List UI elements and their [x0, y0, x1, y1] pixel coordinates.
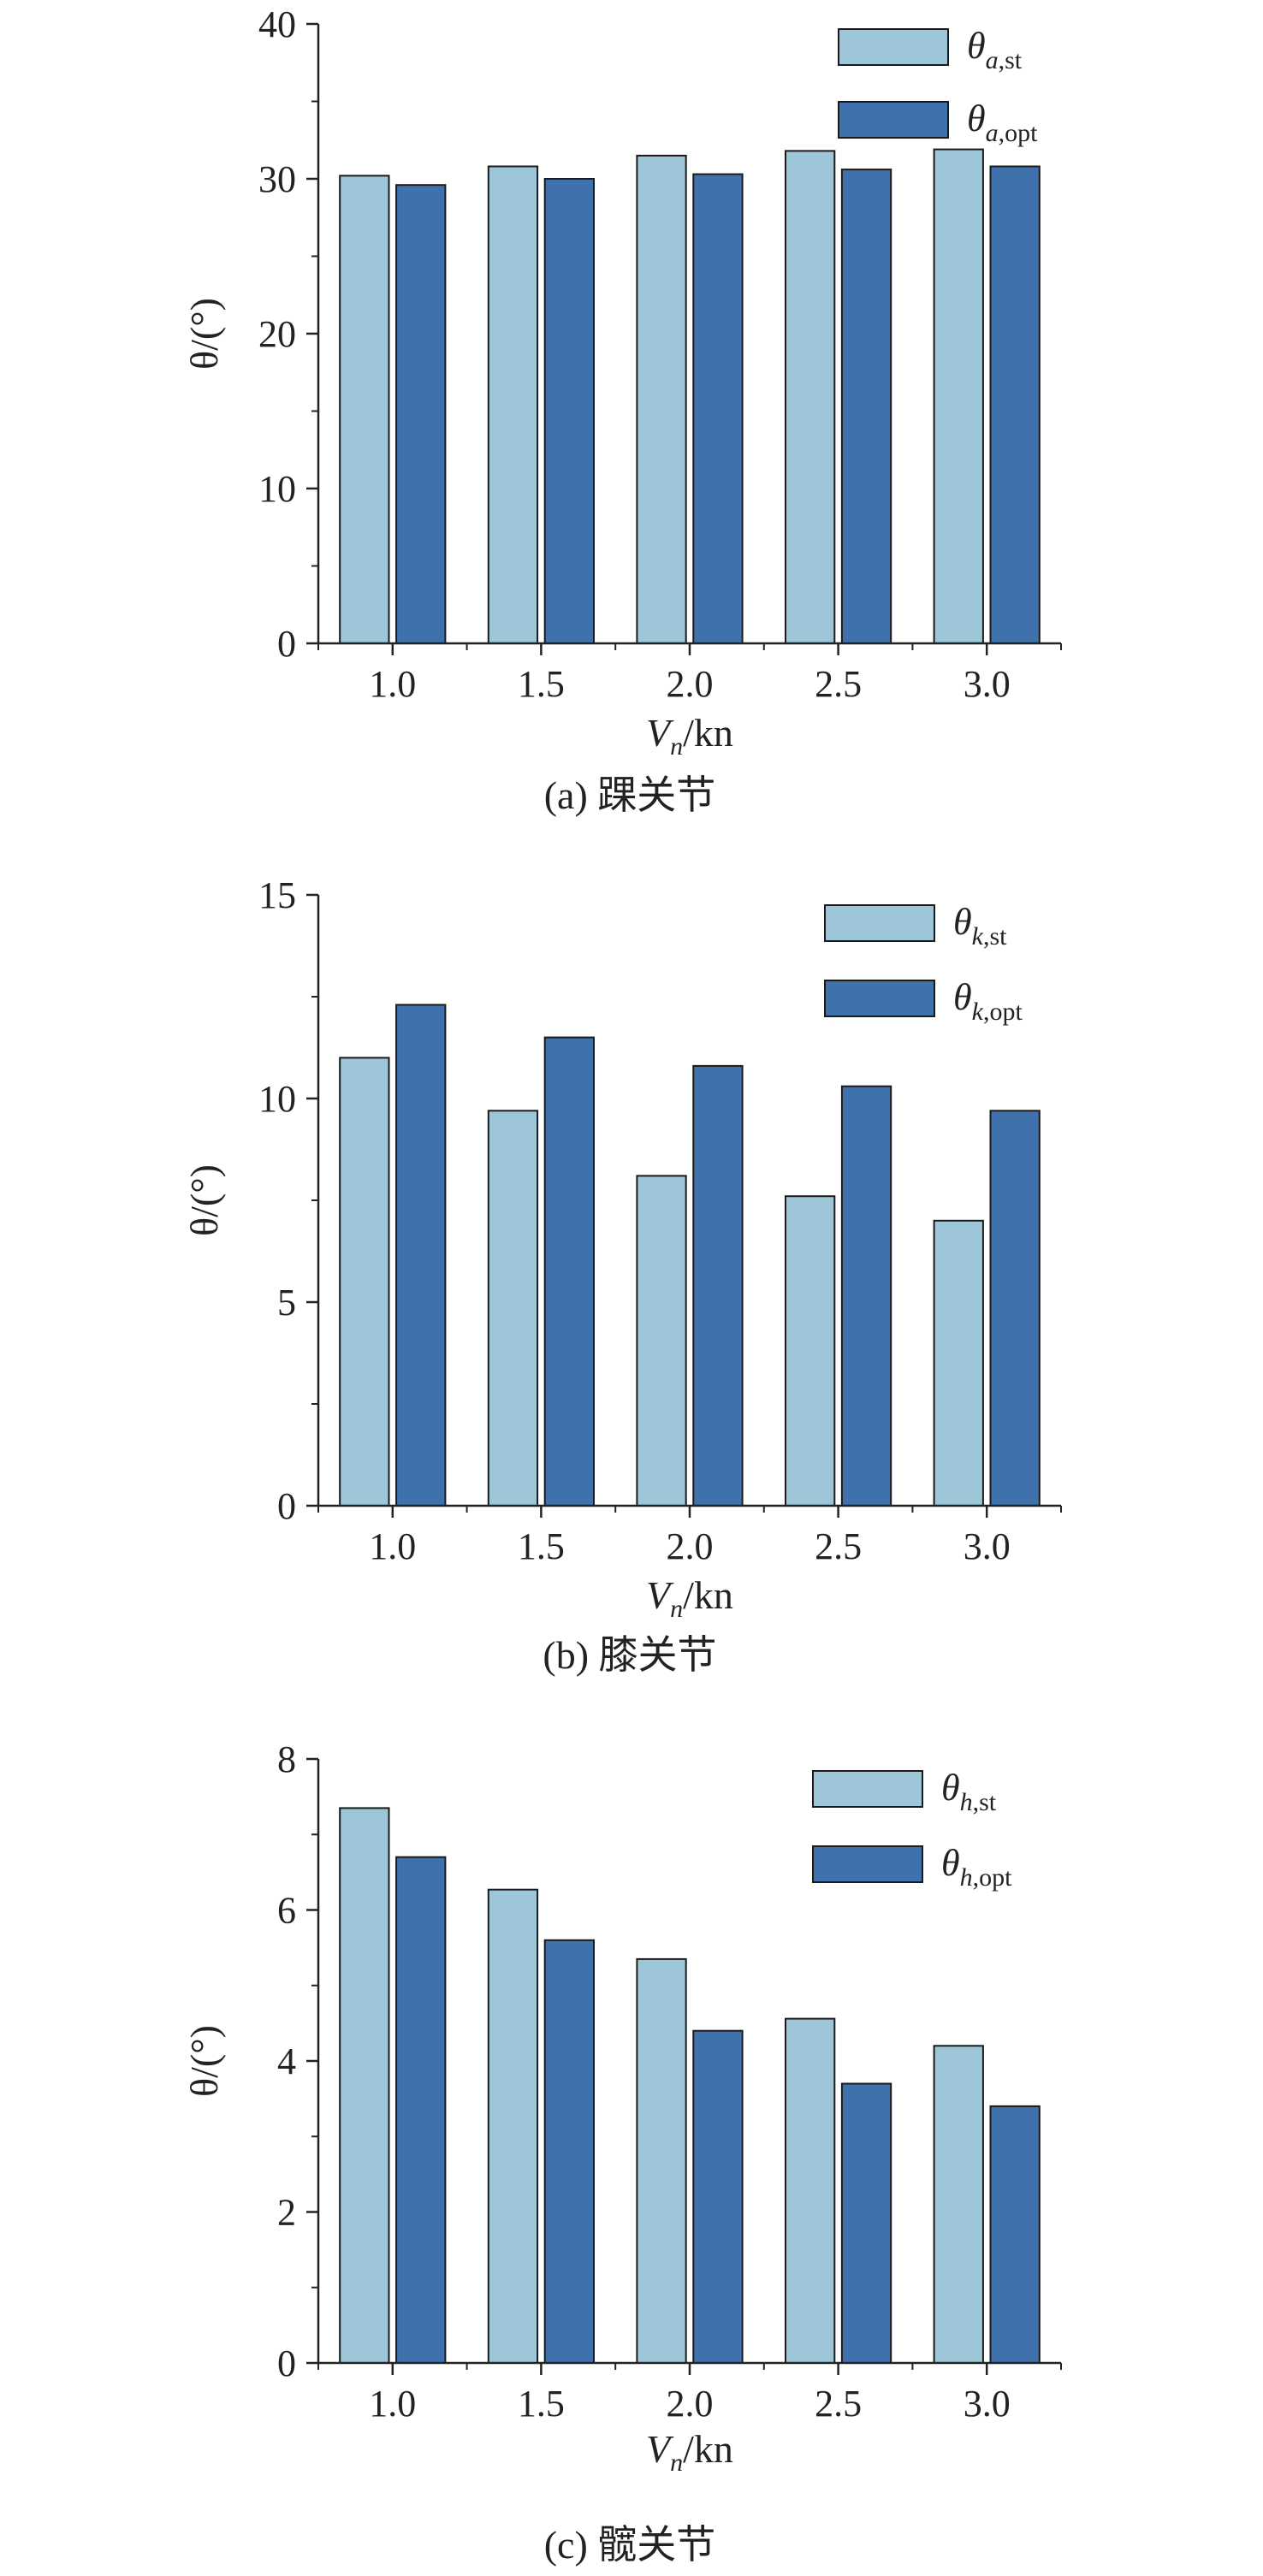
legend-swatch [824, 980, 935, 1017]
chart-caption: (c) 髋关节 [544, 2523, 716, 2567]
x-tick-label: 3.0 [964, 1525, 1011, 1567]
legend-swatch [838, 101, 949, 139]
bar-a-st-1.5 [487, 165, 539, 644]
bar-k-opt-3.0 [989, 1110, 1041, 1507]
y-tick-label: 10 [258, 1078, 296, 1120]
legend-swatch [812, 1770, 923, 1808]
chart-caption: (b) 膝关节 [543, 1633, 716, 1677]
bar-h-opt-1.5 [543, 1939, 596, 2365]
legend-label: θa,opt [967, 98, 1038, 147]
legend-swatch [812, 1845, 923, 1883]
bar-h-st-3.0 [933, 2045, 984, 2365]
x-tick-label: 1.5 [518, 663, 565, 705]
bar-h-st-1.0 [339, 1807, 390, 2364]
y-tick-label: 30 [258, 158, 296, 200]
y-tick-label: 0 [277, 2342, 296, 2384]
legend-label: θk,opt [953, 976, 1023, 1026]
bar-k-st-2.0 [636, 1175, 687, 1507]
x-tick-label: 2.5 [815, 663, 862, 705]
y-tick-label: 40 [258, 3, 296, 45]
bar-h-st-2.5 [785, 2017, 836, 2365]
bar-a-st-2.5 [785, 150, 836, 644]
bar-a-opt-2.0 [692, 173, 744, 645]
x-tick-label: 1.0 [369, 1525, 416, 1567]
legend-label: θh,opt [941, 1842, 1012, 1892]
chart-panel-3: 0 2 4 6 8 1.0 1.5 2.0 2.5 3.0 θ/(°) Vn/kn θh,st θh,op… [182, 1738, 1062, 2567]
y-tick-label: 6 [277, 1890, 296, 1932]
y-tick-label: 15 [258, 874, 296, 916]
bar-k-opt-2.0 [692, 1064, 744, 1507]
x-tick-label: 1.5 [518, 1525, 565, 1567]
x-tick-label: 1.5 [518, 2383, 565, 2425]
bar-k-opt-2.5 [840, 1085, 892, 1507]
y-tick-label: 8 [277, 1738, 296, 1780]
bar-k-st-1.0 [339, 1057, 390, 1507]
bar-h-opt-2.5 [840, 2082, 892, 2364]
y-axis-label: θ/(°) [182, 298, 226, 370]
bar-h-opt-3.0 [989, 2105, 1041, 2364]
x-tick-label: 1.0 [369, 663, 416, 705]
bar-a-opt-1.5 [543, 178, 596, 644]
x-axis-label: Vn/kn [646, 1573, 733, 1623]
x-axis-label: Vn/kn [646, 2427, 733, 2477]
y-tick-label: 20 [258, 313, 296, 355]
y-tick-label: 0 [277, 623, 296, 665]
bar-a-st-2.0 [636, 154, 687, 644]
y-tick-label: 0 [277, 1485, 296, 1527]
y-axis-label: θ/(°) [182, 1164, 226, 1236]
y-tick-label: 2 [277, 2192, 296, 2234]
legend-swatch [824, 904, 935, 942]
x-tick-label: 2.5 [815, 1525, 862, 1567]
x-tick-label: 2.0 [667, 1525, 714, 1567]
bar-k-opt-1.5 [543, 1036, 596, 1507]
bar-k-opt-1.0 [395, 1004, 447, 1507]
bar-h-opt-1.0 [395, 1856, 447, 2364]
bar-a-st-1.0 [339, 175, 390, 644]
y-axis-label: θ/(°) [182, 2025, 226, 2097]
legend-label: θa,st [967, 25, 1023, 74]
x-tick-label: 3.0 [964, 663, 1011, 705]
bar-h-st-2.0 [636, 1957, 687, 2364]
chart-panel-1: 0 10 20 30 40 1.0 1.5 2.0 2.5 3.0 θ/(°) Vn/kn θa,st θ… [182, 3, 1062, 817]
bar-h-st-1.5 [487, 1888, 539, 2364]
y-tick-label: 4 [277, 2040, 296, 2082]
bar-k-st-2.5 [785, 1195, 836, 1507]
bar-h-opt-2.0 [692, 2029, 744, 2364]
x-tick-label: 2.0 [667, 2383, 714, 2425]
legend-swatch [838, 28, 949, 66]
bar-a-st-3.0 [933, 148, 984, 645]
x-tick-label: 3.0 [964, 2383, 1011, 2425]
legend-label: θk,st [953, 901, 1007, 950]
x-tick-label: 2.5 [815, 2383, 862, 2425]
x-axis-label: Vn/kn [646, 711, 733, 761]
y-tick-label: 5 [277, 1282, 296, 1324]
chart-caption: (a) 踝关节 [544, 773, 716, 817]
bar-a-opt-1.0 [395, 184, 447, 644]
bar-a-opt-3.0 [989, 165, 1041, 644]
bar-k-st-3.0 [933, 1219, 984, 1507]
x-tick-label: 1.0 [369, 2383, 416, 2425]
bar-k-st-1.5 [487, 1110, 539, 1507]
chart-panel-2: 0 5 10 15 1.0 1.5 2.0 2.5 3.0 θ/(°) Vn/kn θk,st θk,o… [182, 874, 1062, 1677]
legend-label: θh,st [941, 1767, 997, 1816]
x-tick-label: 2.0 [667, 663, 714, 705]
y-tick-label: 10 [258, 468, 296, 510]
bar-a-opt-2.5 [840, 169, 892, 645]
